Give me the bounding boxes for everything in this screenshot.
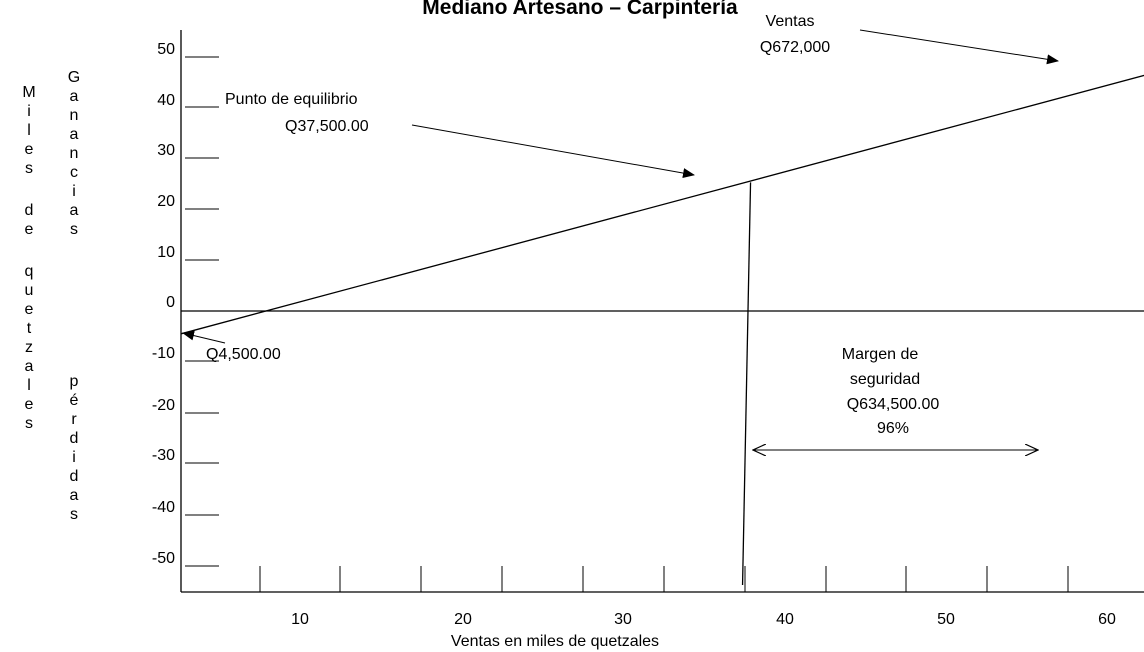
- y-axis-label-letter: s: [70, 221, 78, 238]
- y-axis-label-letter: q: [25, 263, 34, 280]
- y-tick-label: -30: [152, 447, 175, 464]
- annotation-equilibrio-title: Punto de equilibrio: [225, 91, 358, 108]
- y-axis-label-letter: a: [25, 358, 34, 375]
- y-axis-label-letter: é: [70, 392, 79, 409]
- annotation-margen-1: Margen de: [842, 346, 919, 363]
- y-axis-label-letter: d: [25, 202, 34, 219]
- y-axis-label-letter: i: [72, 449, 76, 466]
- x-tick-label: 20: [454, 611, 472, 628]
- y-axis-label-letter: a: [70, 487, 79, 504]
- x-axis-label: Ventas en miles de quetzales: [451, 633, 659, 650]
- y-axis-label-letter: n: [70, 145, 79, 162]
- y-axis-label-letter: s: [70, 506, 78, 523]
- x-tick-label: 10: [291, 611, 309, 628]
- y-axis-label-letter: u: [25, 282, 34, 299]
- y-tick-label: -50: [152, 550, 175, 567]
- x-tick-label: 60: [1098, 611, 1116, 628]
- chart-title: Mediano Artesano – Carpintería: [422, 0, 738, 19]
- x-tick-label: 40: [776, 611, 794, 628]
- y-axis-label-letter: d: [70, 430, 79, 447]
- arrow-ventas: [859, 29, 1059, 65]
- y-axis-label-letter: c: [70, 164, 78, 181]
- y-axis-label-letter: a: [70, 126, 79, 143]
- y-tick-label: 10: [157, 244, 175, 261]
- y-axis-label-letter: r: [71, 411, 77, 428]
- y-axis-label-letter: n: [70, 107, 79, 124]
- annotation-equilibrio-value: Q37,500.00: [285, 118, 369, 135]
- y-tick-label: -20: [152, 397, 175, 414]
- y-tick-label: 50: [157, 41, 175, 58]
- sales-series-line: [180, 74, 1144, 335]
- y-axis-label-letter: a: [70, 88, 79, 105]
- y-axis-label-letter: a: [70, 202, 79, 219]
- y-axis-label-letter: d: [70, 468, 79, 485]
- annotation-margen-3: Q634,500.00: [847, 396, 940, 413]
- y-axis-label-letter: l: [27, 377, 31, 394]
- annotation-margen-4: 96%: [877, 420, 909, 437]
- annotation-ventas-value: Q672,000: [760, 39, 830, 56]
- y-axis-label-letter: p: [70, 373, 79, 390]
- y-tick-label: 20: [157, 193, 175, 210]
- y-axis-label-letter: s: [25, 415, 33, 432]
- annotation-costos-fijos: Q4,500.00: [206, 346, 281, 363]
- y-tick-label: 30: [157, 142, 175, 159]
- y-axis-label-letter: t: [27, 320, 32, 337]
- x-ticks: 10 20 30 40 50 60: [259, 566, 1116, 628]
- y-tick-label: 40: [157, 92, 175, 109]
- y-axis-label-letter: s: [25, 160, 33, 177]
- y-axis-label-letter: e: [25, 301, 34, 318]
- x-tick-label: 50: [937, 611, 955, 628]
- y-axis-label-letter: e: [25, 141, 34, 158]
- arrow-costos-fijos: [182, 330, 226, 344]
- y-axis-label-letter: i: [72, 183, 76, 200]
- y-axis-label-letter: e: [25, 221, 34, 238]
- y-ticks: 50 40 30 20 10 0 -10 -20 -30 -40 -50: [152, 41, 219, 567]
- y-axis-label-letter: G: [68, 69, 80, 86]
- y-axis-label-letter: z: [25, 339, 33, 356]
- arrow-equilibrio: [411, 124, 695, 179]
- y-tick-label: -40: [152, 499, 175, 516]
- break-even-drop-line: [741, 182, 752, 586]
- x-tick-label: 30: [614, 611, 632, 628]
- y-axis-label-letter: M: [22, 84, 35, 101]
- y-axis-label-letter: i: [27, 103, 31, 120]
- y-tick-label: 0: [166, 294, 175, 311]
- annotation-margen-2: seguridad: [850, 371, 920, 388]
- y-axis-label-letter: e: [25, 396, 34, 413]
- annotation-ventas-title: Ventas: [766, 13, 815, 30]
- y-axis-label-letter: l: [27, 122, 31, 139]
- y-tick-label: -10: [152, 345, 175, 362]
